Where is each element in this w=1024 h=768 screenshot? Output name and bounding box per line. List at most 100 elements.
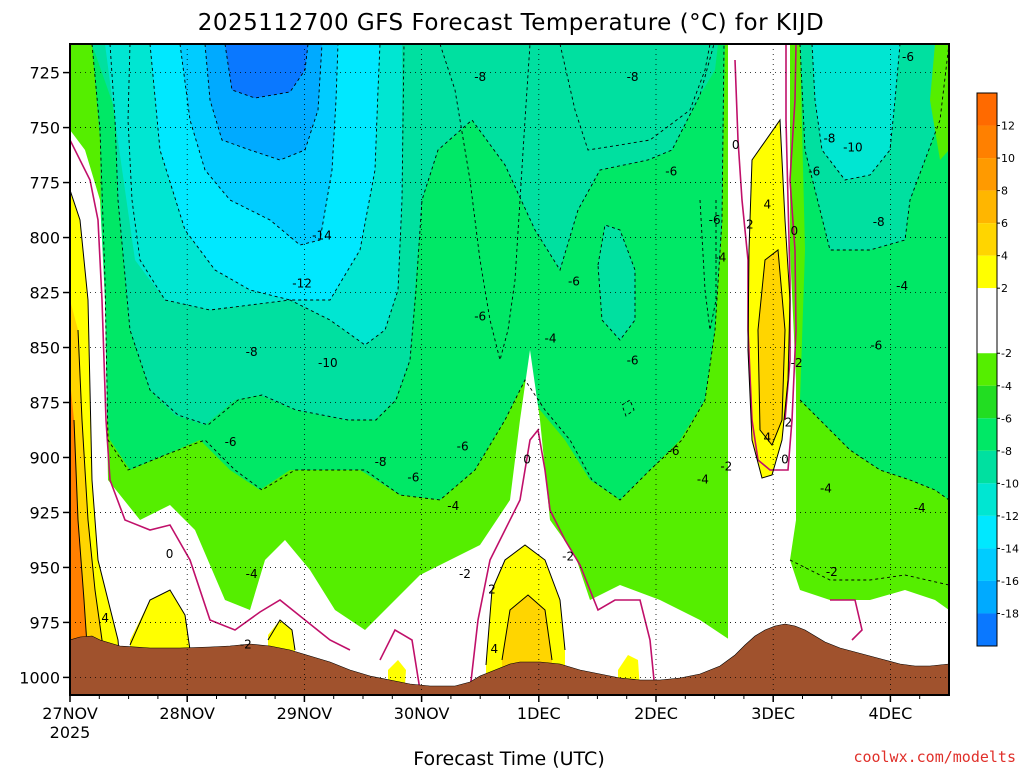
y-tick-label: 950 <box>29 558 60 577</box>
contour-label: -14 <box>312 228 332 242</box>
contour-label: -6 <box>808 165 820 179</box>
contour-label: -4 <box>697 472 709 486</box>
y-axis: 725 750 775 800 825 850 875 900 925 950 975 1000 <box>19 64 70 687</box>
contour-label: 0 <box>166 547 174 561</box>
contour-label: -6 <box>457 439 469 453</box>
contour-label: 0 <box>732 138 740 152</box>
colorbar-label: 10 <box>1001 152 1015 165</box>
y-tick-label: 875 <box>29 393 60 412</box>
credit-text: coolwx.com/modelts <box>853 748 1016 766</box>
region-hot-3dec <box>758 250 785 445</box>
region-minus4 <box>70 44 748 695</box>
grid-lines <box>70 44 949 695</box>
contour-label: -6 <box>568 275 580 289</box>
contour-label: -2 <box>826 565 838 579</box>
contour-label: 2 <box>488 582 496 596</box>
colorbar-label: -8 <box>1001 445 1012 458</box>
colorbar-swatch <box>977 483 997 516</box>
contour-label: -8 <box>375 455 387 469</box>
contour-label: -2 <box>240 637 252 651</box>
x-tick-label: 4DEC <box>869 704 913 723</box>
colorbar-label: 6 <box>1001 217 1008 230</box>
region-near-zero <box>70 130 735 695</box>
contour-label: -4 <box>896 279 908 293</box>
contour-label: -2 <box>562 549 574 563</box>
chart-title: 2025112700 GFS Forecast Temperature (°C)… <box>198 10 824 36</box>
contour-label: -4 <box>820 481 832 495</box>
colorbar-label: 4 <box>1001 250 1008 263</box>
contour-label: 4 <box>101 611 109 625</box>
colorbar-swatch <box>977 223 997 256</box>
contour-label: 0 <box>790 224 798 238</box>
contour-label: -2 <box>720 459 732 473</box>
colorbar-label: -6 <box>1001 412 1012 425</box>
colorbar-swatch <box>977 613 997 646</box>
colorbar-label: -12 <box>1001 510 1019 523</box>
y-tick-label: 900 <box>29 448 60 467</box>
contour-label: -6 <box>474 310 486 324</box>
x-tick-label: 29NOV <box>277 704 333 723</box>
region-minus4-rightedge <box>930 44 949 160</box>
colorbar-label: 2 <box>1001 282 1008 295</box>
y-tick-label: 850 <box>29 339 60 358</box>
region-minus10-right <box>812 44 900 180</box>
colorbar-label: -16 <box>1001 575 1019 588</box>
contour-label: -4 <box>714 250 726 264</box>
colorbar-label: -14 <box>1001 542 1019 555</box>
y-tick-label: 725 <box>29 64 60 83</box>
contour-label: -8 <box>246 345 258 359</box>
plot-area: -8 -8-60 -8-10-6 -642 0-6 -8-14-4-4-12 -6-6-4-… <box>70 44 949 695</box>
colorbar: 12 10 8 6 4 2 -2 -4 -6 -8 -10 -12 -14 -16 -18 <box>976 92 1019 647</box>
contour-label: -6 <box>407 470 419 484</box>
contour-label: 0 <box>523 453 531 467</box>
y-tick-label: 750 <box>29 119 60 138</box>
contour-label: -4 <box>447 499 459 513</box>
contour-label: -6 <box>870 338 882 352</box>
x-tick-label: 3DEC <box>751 704 795 723</box>
colorbar-frame <box>976 92 998 647</box>
y-tick-label: 775 <box>29 174 60 193</box>
contour-label: -6 <box>225 435 237 449</box>
region-minus8-mid <box>598 225 635 340</box>
contour-label: -6 <box>668 444 680 458</box>
contour-label: -8 <box>627 70 639 84</box>
contour-label: 4 <box>764 198 772 212</box>
zero-contours <box>70 44 863 691</box>
x-tick-label: 1DEC <box>517 704 561 723</box>
x-axis: 27NOV 28NOV 29NOV 30NOV 1DEC 2DEC 3DEC 4DEC <box>42 695 921 723</box>
contour-label: -10 <box>318 356 338 370</box>
contour-label: -8 <box>474 70 486 84</box>
contour-label: -4 <box>914 501 926 515</box>
colorbar-label: -2 <box>1001 347 1012 360</box>
colorbar-swatch <box>977 418 997 451</box>
colorbar-label: -18 <box>1001 607 1019 620</box>
colorbar-swatch <box>977 158 997 191</box>
solid-isotherms <box>70 118 791 691</box>
contour-label: -6 <box>665 165 677 179</box>
contour-label: 4 <box>490 642 498 656</box>
y-tick-label: 825 <box>29 284 60 303</box>
colorbar-swatch <box>977 125 997 159</box>
contour-label: -2 <box>791 356 803 370</box>
contour-label: -6 <box>627 354 639 368</box>
colorbar-swatch <box>977 353 997 386</box>
y-tick-label: 925 <box>29 503 60 522</box>
colorbar-label: 8 <box>1001 185 1008 198</box>
contour-label: -12 <box>292 277 312 291</box>
contour-label: -8 <box>873 215 885 229</box>
y-tick-label: 975 <box>29 613 60 632</box>
x-tick-label: 28NOV <box>159 704 215 723</box>
x-axis-title: Forecast Time (UTC) <box>413 748 604 768</box>
colorbar-swatch <box>977 548 997 581</box>
colorbar-swatch <box>977 385 997 419</box>
x-year-label: 2025 <box>50 723 91 742</box>
contour-label: -8 <box>823 132 835 146</box>
contour-label: -2 <box>459 567 471 581</box>
colorbar-swatch <box>977 288 997 354</box>
contour-label: 2 <box>746 217 754 231</box>
colorbar-swatch <box>977 190 997 224</box>
colorbar-label: -4 <box>1001 380 1012 393</box>
contour-label: 0 <box>781 453 789 467</box>
region-minus4-right <box>790 44 949 695</box>
colorbar-label: -10 <box>1001 477 1019 490</box>
